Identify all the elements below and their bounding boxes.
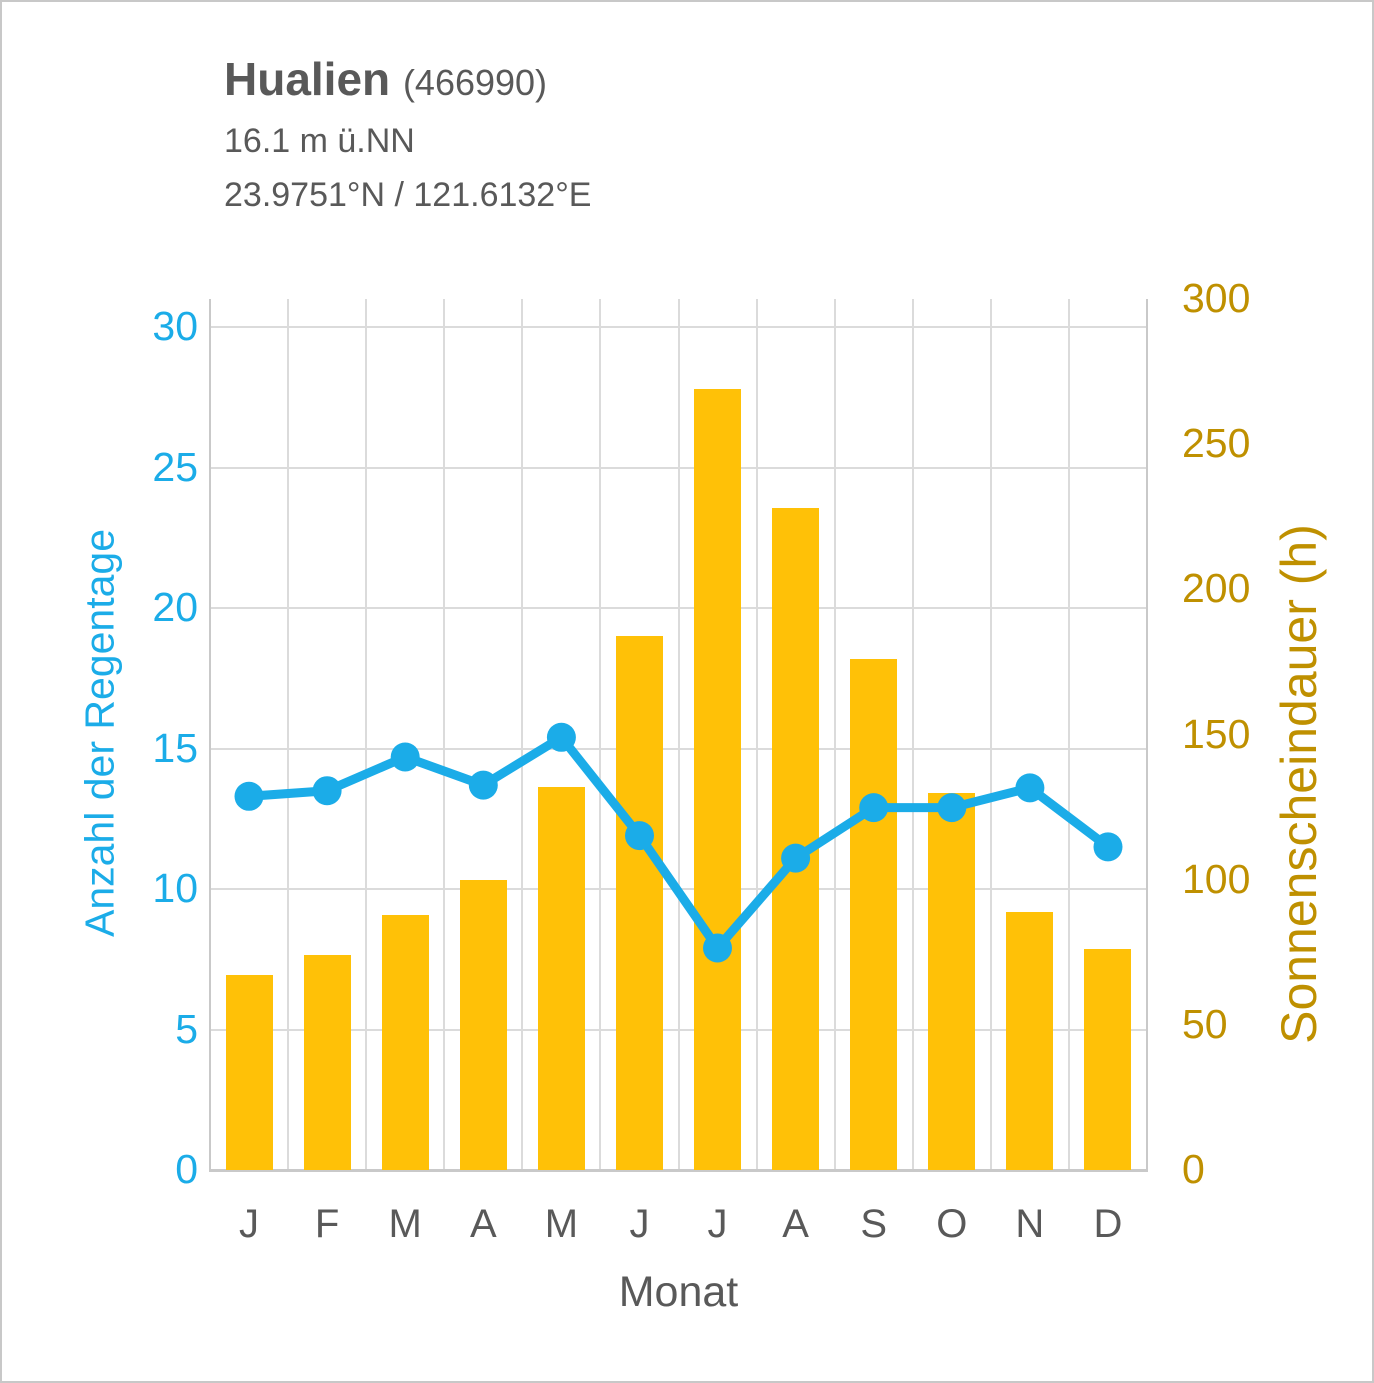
right-tick-label: 300 xyxy=(1182,275,1251,321)
month-label: M xyxy=(544,1202,579,1246)
rain-days-point xyxy=(468,770,498,800)
right-tick-label: 150 xyxy=(1182,710,1251,757)
v-gridline xyxy=(833,299,836,1170)
left-tick-label: 20 xyxy=(152,584,198,631)
v-gridline xyxy=(287,299,290,1170)
right-tick-label: 0 xyxy=(1182,1146,1205,1192)
month-label: S xyxy=(860,1202,888,1246)
rain-days-point xyxy=(234,781,264,811)
station-id: (466990) xyxy=(402,62,548,103)
x-axis-title: Monat xyxy=(618,1268,739,1316)
station-elevation: 16.1 m ü.NN xyxy=(224,122,415,160)
plot-right-border xyxy=(1146,299,1148,1170)
v-gridline xyxy=(521,299,524,1170)
v-gridline xyxy=(677,299,680,1170)
plot-left-border xyxy=(209,299,211,1170)
left-tick-label: 10 xyxy=(152,865,198,912)
month-label: A xyxy=(469,1202,497,1246)
rain-days-point xyxy=(1093,832,1123,862)
x-axis-line xyxy=(209,1169,1148,1172)
right-tick-label: 100 xyxy=(1182,855,1251,902)
right-tick-label: 250 xyxy=(1182,420,1251,467)
left-tick-label: 0 xyxy=(175,1146,198,1192)
sunshine-bar xyxy=(850,659,898,1170)
v-gridline xyxy=(989,299,992,1170)
month-label: J xyxy=(707,1202,728,1246)
sunshine-bar xyxy=(928,792,976,1170)
sunshine-bar xyxy=(615,635,663,1170)
month-label: A xyxy=(782,1202,809,1246)
right-tick-label: 50 xyxy=(1182,1000,1228,1047)
sunshine-bar xyxy=(1006,911,1054,1170)
left-tick-label: 5 xyxy=(175,1005,198,1052)
right-tick-label: 200 xyxy=(1182,565,1251,612)
v-gridline xyxy=(365,299,368,1170)
sunshine-bar xyxy=(537,786,585,1170)
month-label: J xyxy=(629,1202,650,1246)
v-gridline xyxy=(1067,299,1070,1170)
sunshine-bar xyxy=(1084,949,1132,1170)
sunshine-bar xyxy=(459,879,507,1170)
v-gridline xyxy=(755,299,758,1170)
sunshine-bar xyxy=(381,914,429,1170)
month-label: F xyxy=(314,1202,340,1246)
rain-days-point xyxy=(1015,773,1045,803)
v-gridline xyxy=(911,299,914,1170)
month-label: N xyxy=(1015,1202,1045,1246)
left-tick-label: 15 xyxy=(152,724,198,771)
sunshine-bar xyxy=(225,975,273,1170)
station-name: Hualien xyxy=(224,53,391,105)
month-label: O xyxy=(936,1202,968,1246)
month-label: M xyxy=(388,1202,422,1246)
month-label: D xyxy=(1093,1202,1123,1246)
chart-header: Hualien (466990) 16.1 m ü.NN 23.9751°N /… xyxy=(224,48,591,222)
left-tick-label: 25 xyxy=(152,443,198,490)
sunshine-bar xyxy=(772,508,820,1170)
sunshine-bar xyxy=(694,389,742,1170)
rain-days-point xyxy=(312,776,342,806)
station-title-line: Hualien (466990) xyxy=(224,48,591,114)
v-gridline xyxy=(443,299,446,1170)
station-coordinates: 23.9751°N / 121.6132°E xyxy=(224,176,592,214)
sunshine-bar xyxy=(303,955,351,1170)
left-tick-label: 30 xyxy=(152,303,198,350)
v-gridline xyxy=(599,299,602,1170)
plot-area xyxy=(209,299,1148,1172)
month-label: J xyxy=(239,1202,260,1246)
